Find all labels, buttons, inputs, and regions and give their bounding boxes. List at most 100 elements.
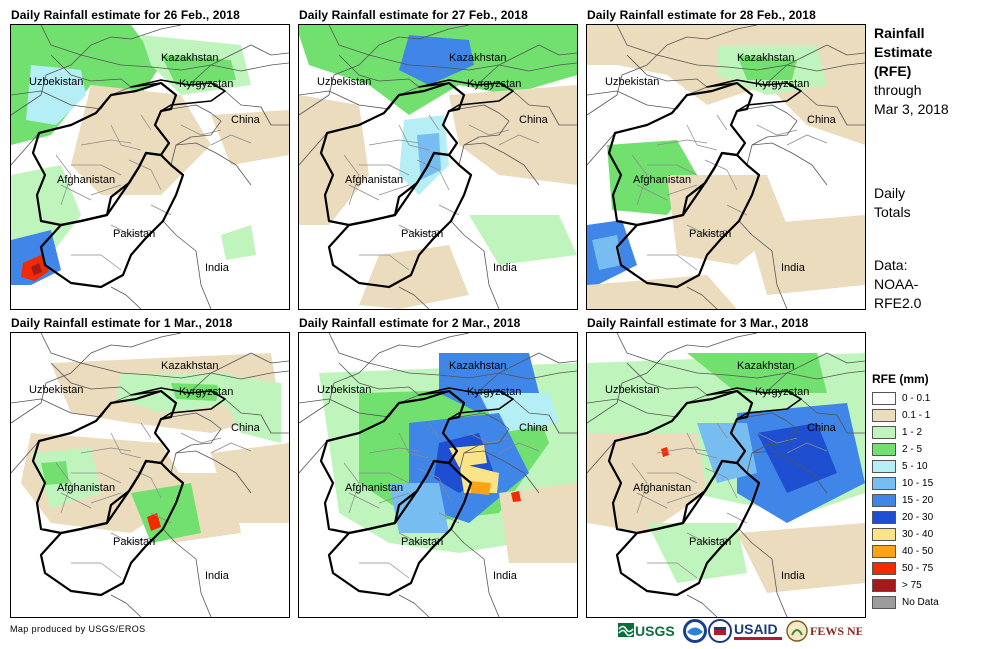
rainfall-patch (131, 483, 201, 543)
province-boundaries (55, 114, 252, 271)
country-border (162, 528, 212, 617)
pakistan-outline (615, 151, 761, 289)
country-border (299, 440, 328, 474)
country-border (224, 398, 289, 434)
rainfall-patch (737, 55, 797, 80)
country-label-pakistan: Pakistan (401, 228, 443, 240)
country-label-afghanistan: Afghanistan (345, 482, 403, 494)
country-label-india: India (493, 570, 518, 582)
legend-label: 5 - 10 (902, 461, 928, 472)
pakistan-outline (39, 459, 185, 597)
svg-text:FEWS NET: FEWS NET (810, 624, 862, 638)
country-label-afghanistan: Afghanistan (633, 482, 691, 494)
logo-strip: USGS USAID FEWS NET (618, 617, 863, 645)
province-boundaries (631, 422, 828, 579)
country-border (328, 333, 577, 380)
rainfall-patch (221, 225, 256, 260)
country-border (463, 450, 540, 494)
daily-totals-note: Daily Totals (874, 184, 974, 222)
map-canvas: Kazakhstan Kyrgyzstan Uzbekistan China Afgha… (587, 333, 865, 617)
legend-label: 40 - 50 (902, 546, 934, 557)
province-boundaries (343, 114, 540, 271)
country-label-india: India (781, 262, 806, 274)
country-border (299, 132, 328, 166)
pakistan-outline (327, 151, 473, 289)
country-border (738, 528, 788, 617)
country-border (450, 528, 500, 617)
legend-swatch (872, 477, 896, 490)
country-border (11, 362, 132, 418)
legend-item: 1 - 2 (872, 424, 977, 441)
legend-swatch (872, 494, 896, 507)
country-border (299, 333, 470, 424)
legend-label: 10 - 15 (902, 478, 934, 489)
country-label-kyrgyzstan: Kyrgyzstan (179, 386, 233, 398)
legend-label: > 75 (902, 580, 922, 591)
country-border (188, 352, 289, 394)
country-label-uzbekistan: Uzbekistan (317, 76, 371, 88)
rainfall-patch (647, 523, 747, 583)
rainfall-patch (737, 523, 865, 593)
country-border (328, 25, 577, 72)
country-border (587, 333, 758, 424)
rainfall-patch (469, 215, 577, 265)
legend-swatch (872, 579, 896, 592)
country-border (299, 362, 420, 418)
country-border (110, 286, 142, 309)
country-label-afghanistan: Afghanistan (345, 174, 403, 186)
note-line: Totals (874, 204, 911, 220)
country-label-india: India (493, 262, 518, 274)
title-date: Mar 3, 2018 (874, 101, 949, 117)
note-line: NOAA- (874, 276, 919, 292)
country-border (162, 220, 212, 309)
map-credit: Map produced by USGS/EROS (10, 624, 146, 634)
map-title: Rainfall Estimate (RFE) through Mar 3, 2… (874, 24, 979, 119)
country-border (686, 594, 718, 617)
country-border (616, 333, 865, 380)
country-border (800, 90, 865, 126)
rainfall-patch (747, 215, 865, 295)
rainfall-patch (389, 483, 449, 533)
country-label-uzbekistan: Uzbekistan (605, 76, 659, 88)
note-line: Daily (874, 185, 906, 201)
legend-item: > 75 (872, 577, 977, 594)
rainfall-map: Kazakhstan Kyrgyzstan Uzbekistan China Afgha… (10, 332, 290, 618)
map-canvas: Kazakhstan Kyrgyzstan Uzbekistan China Afgha… (11, 333, 289, 617)
rainfall-patch (399, 35, 474, 85)
legend-swatch (872, 562, 896, 575)
country-border (458, 104, 510, 166)
usgs-logo: USGS (618, 617, 680, 645)
country-border (458, 412, 510, 474)
note-line: Data: (874, 257, 908, 273)
panel-title: Daily Rainfall estimate for 26 Feb., 201… (11, 8, 240, 22)
rainfall-patch (161, 55, 236, 85)
country-border (512, 90, 577, 126)
map-panel-1-mar: Daily Rainfall estimate for 1 Mar., 2018… (10, 316, 290, 618)
country-border (463, 142, 540, 186)
country-border (686, 286, 718, 309)
map-canvas: Kazakhstan Kyrgyzstan Uzbekistan China Afgha… (299, 333, 577, 617)
country-label-india: India (781, 570, 806, 582)
panel-title: Daily Rainfall estimate for 3 Mar., 2018 (587, 316, 809, 330)
country-border (170, 104, 222, 166)
legend-item: 30 - 40 (872, 526, 977, 543)
title-line: Rainfall (874, 25, 925, 41)
country-border (224, 90, 289, 126)
country-label-china: China (231, 114, 261, 126)
country-border (746, 104, 798, 166)
panel-title: Daily Rainfall estimate for 2 Mar., 2018 (299, 316, 521, 330)
country-label-china: China (519, 422, 549, 434)
country-border (587, 362, 708, 418)
rainfall-field (21, 353, 289, 543)
country-border (476, 352, 577, 394)
rainfall-patch (449, 85, 577, 185)
rainfall-patch (757, 423, 837, 493)
country-label-kyrgyzstan: Kyrgyzstan (755, 78, 809, 90)
rainfall-patch (211, 110, 289, 165)
legend-label: 2 - 5 (902, 444, 923, 455)
legend-item: 50 - 75 (872, 560, 977, 577)
rainfall-patch (499, 483, 577, 563)
country-border (188, 44, 289, 86)
legend-item: 0 - 0.1 (872, 390, 977, 407)
map-canvas: Kazakhstan Kyrgyzstan Uzbekistan China Afgha… (299, 25, 577, 309)
